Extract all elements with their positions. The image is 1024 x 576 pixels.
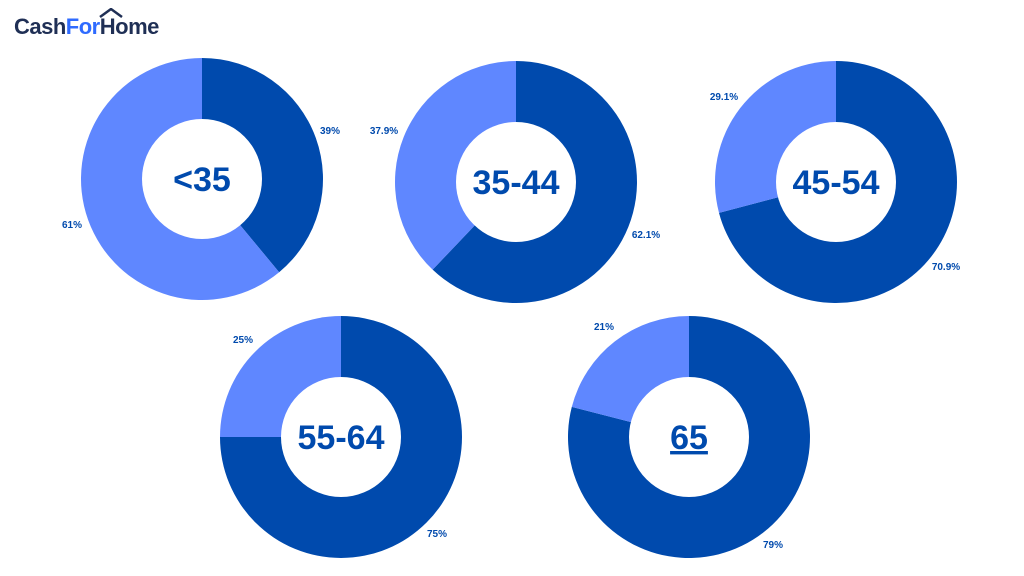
logo-word-for: For [65,14,100,39]
slice-percent-label: 79% [763,540,783,551]
donut-chart-2 [395,61,637,304]
slice-percent-label: 39% [320,126,340,137]
donut-chart-4 [220,316,462,558]
donut-hole [629,377,749,497]
donut-hole [281,377,401,497]
donut-chart-5 [568,316,811,558]
slice-percent-label: 37.9% [370,126,398,137]
donut-slice-light [395,61,516,270]
age-group-label: 55-64 [298,419,385,457]
slice-percent-label: 25% [233,335,253,346]
age-group-label: 65 [670,419,708,457]
cashforhome-logo: Cash For Home [14,8,159,40]
donut-hole [142,119,262,239]
donut-chart-3 [714,61,957,303]
slice-percent-label: 62.1% [632,230,660,241]
slice-percent-label: 29.1% [710,92,738,103]
age-group-label: 35-44 [473,164,560,202]
slice-percent-label: 70.9% [932,262,960,273]
logo-word-cash: Cash [14,14,66,39]
donut-chart-1 [80,58,323,300]
donut-slice-dark [202,58,323,273]
slice-percent-label: 21% [594,322,614,333]
donut-hole [776,122,896,242]
donut-hole [456,122,576,242]
age-group-label: <35 [173,161,231,199]
slice-percent-label: 75% [427,529,447,540]
house-roof-icon [99,8,123,18]
slice-percent-label: 61% [62,220,82,231]
age-group-label: 45-54 [793,164,880,202]
logo-word-home-text: Home [99,14,160,39]
logo-word-home: Home [99,8,160,40]
